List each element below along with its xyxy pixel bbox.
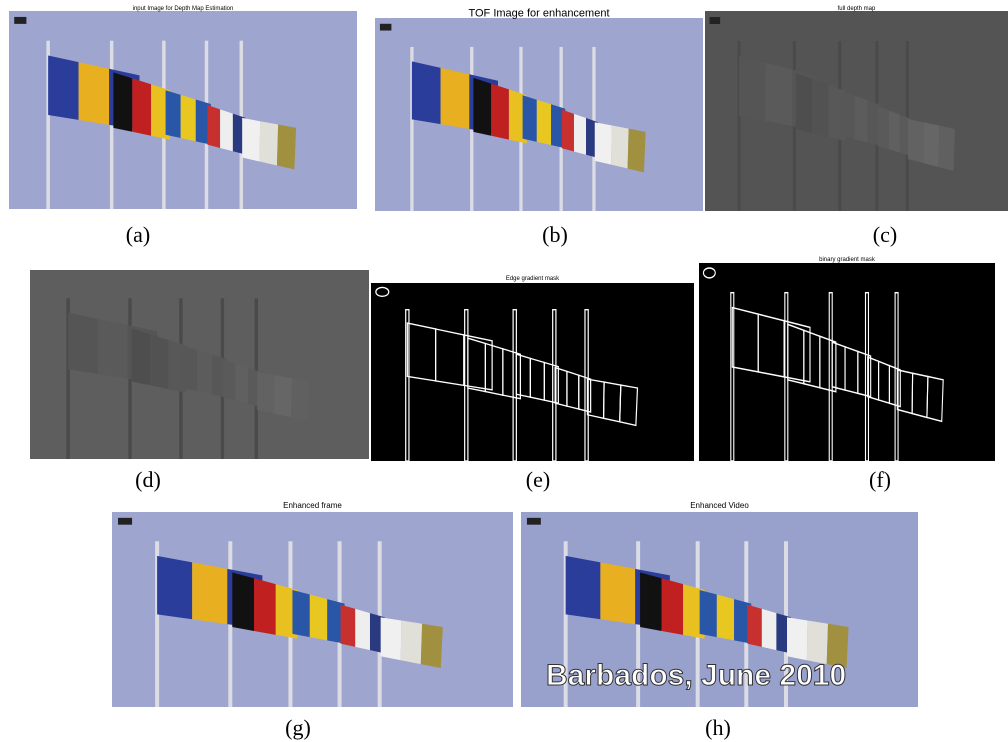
flag	[48, 56, 78, 120]
flag	[796, 73, 812, 133]
flag	[739, 56, 766, 121]
flag	[232, 572, 254, 631]
flag	[938, 126, 955, 171]
panel-title: Enhanced frame	[283, 501, 342, 510]
flag	[787, 617, 808, 660]
image-panel	[9, 11, 357, 209]
overlay-text: Barbados, June 2010	[546, 659, 846, 692]
flag	[207, 105, 220, 148]
flag	[181, 95, 196, 142]
flag	[242, 118, 260, 162]
flag	[662, 578, 684, 635]
flag	[441, 68, 470, 129]
flag	[908, 119, 924, 163]
flag	[807, 621, 828, 665]
flag	[717, 595, 734, 641]
flag	[401, 621, 422, 665]
logo	[710, 17, 721, 24]
flag	[254, 578, 276, 635]
flag	[236, 364, 248, 404]
flag	[766, 63, 793, 126]
flag	[762, 609, 777, 650]
caption: (g)	[285, 715, 311, 740]
flag	[310, 595, 327, 641]
caption: (c)	[873, 222, 897, 247]
flag	[98, 319, 128, 379]
flag	[150, 334, 168, 389]
flag	[611, 125, 628, 168]
caption: (a)	[126, 222, 150, 247]
flag	[223, 360, 235, 401]
flag	[274, 375, 292, 417]
image-panel	[30, 270, 369, 459]
flag	[747, 605, 762, 647]
flag	[640, 572, 662, 631]
caption: (d)	[135, 467, 161, 492]
image-panel	[699, 263, 995, 461]
flag	[257, 372, 275, 414]
flag	[854, 96, 867, 143]
panel-title: full depth map	[838, 6, 876, 12]
flag	[812, 79, 828, 137]
figure: input Image for Depth Map Estimation (a) T…	[0, 0, 1008, 742]
flag	[628, 129, 646, 173]
image-panel	[112, 512, 513, 707]
logo	[118, 518, 132, 525]
logo	[14, 17, 26, 24]
flag	[889, 110, 900, 152]
flag	[132, 78, 151, 135]
flag	[192, 562, 227, 624]
panel-title: Enhanced Video	[690, 501, 749, 510]
flag	[523, 95, 537, 142]
flag	[277, 125, 296, 170]
flag	[355, 609, 370, 650]
flag	[841, 91, 854, 139]
background	[699, 263, 995, 461]
flag	[183, 346, 198, 392]
image-panel	[375, 18, 703, 211]
flag	[562, 110, 574, 152]
flag	[197, 350, 212, 394]
caption: (h)	[705, 715, 731, 740]
flag	[166, 90, 181, 138]
background	[371, 283, 694, 461]
flag	[292, 590, 309, 637]
flag	[473, 78, 491, 136]
flag	[574, 114, 586, 155]
flag	[381, 617, 402, 660]
flag	[341, 605, 356, 647]
flag	[923, 122, 939, 167]
panel-title: binary gradient mask	[819, 257, 876, 263]
flag	[79, 62, 109, 125]
flag	[412, 61, 441, 124]
panel-title: TOF Image for enhancement	[468, 8, 609, 20]
flag	[113, 72, 132, 131]
flag	[68, 313, 98, 374]
flag	[566, 556, 601, 619]
caption: (b)	[542, 222, 568, 247]
flag	[291, 378, 310, 421]
flag	[700, 590, 717, 637]
flag	[878, 106, 889, 149]
logo	[527, 518, 541, 525]
flag	[537, 100, 551, 145]
logo	[380, 24, 391, 31]
image-panel	[705, 11, 1008, 211]
caption: (f)	[869, 467, 891, 492]
flag	[600, 562, 635, 624]
caption: (e)	[526, 467, 550, 492]
flag	[595, 122, 612, 164]
flag	[260, 121, 279, 165]
flag	[491, 84, 509, 140]
panel-title: input Image for Depth Map Estimation	[133, 6, 234, 12]
flag	[157, 556, 192, 619]
image-panel	[371, 283, 694, 461]
panel-title: Edge gradient mask	[506, 276, 560, 282]
flag	[132, 329, 150, 386]
flag	[220, 109, 233, 151]
flag	[421, 624, 443, 668]
